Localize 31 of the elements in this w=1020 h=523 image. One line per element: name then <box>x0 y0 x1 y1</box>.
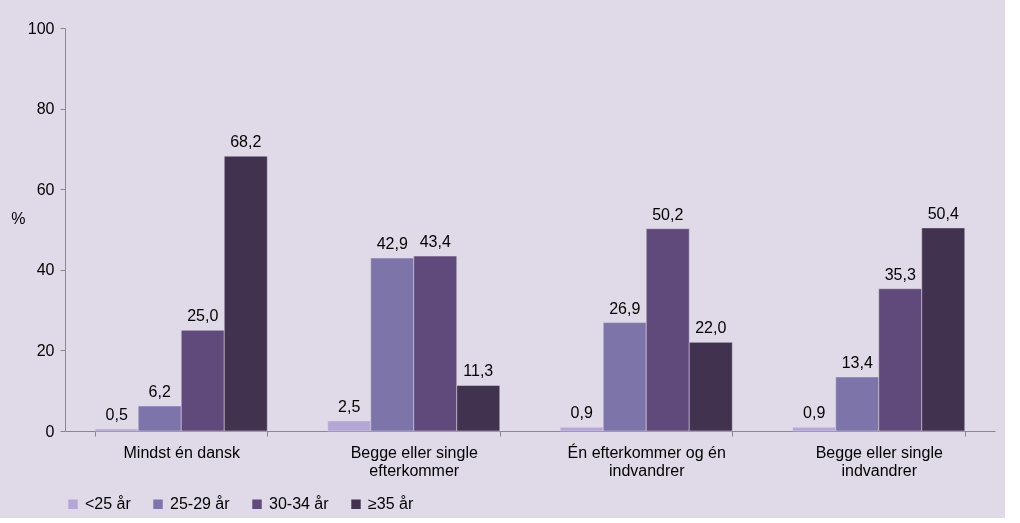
data-label: 13,4 <box>841 354 873 371</box>
legend-label: <25 år <box>85 495 132 513</box>
legend-label: 30-34 år <box>269 495 330 513</box>
y-tick-label: 0 <box>45 422 55 440</box>
x-tick-label: Mindst én dansk <box>123 443 241 461</box>
legend-label: ≥35 år <box>368 495 414 513</box>
data-label: 50,4 <box>927 204 959 222</box>
data-label: 0,9 <box>803 404 826 422</box>
data-label: 0,9 <box>570 404 593 422</box>
y-axis-title: % <box>11 209 26 227</box>
y-tick-label: 60 <box>36 180 55 198</box>
data-label: 50,2 <box>652 205 684 223</box>
data-label: 35,3 <box>884 265 916 283</box>
data-label: 0,5 <box>105 405 128 423</box>
data-label: 25,0 <box>187 307 219 325</box>
data-label: 22,0 <box>695 319 727 337</box>
data-label: 42,9 <box>376 235 408 253</box>
y-tick-label: 100 <box>27 19 55 37</box>
y-tick-label: 40 <box>36 261 55 279</box>
data-label: 2,5 <box>338 397 361 415</box>
x-tick-label: Én efterkommer og én indvandrer <box>567 442 726 479</box>
data-label: 6,2 <box>148 383 171 401</box>
legend-label: 25-29 år <box>170 495 231 513</box>
data-label: 68,2 <box>230 133 262 151</box>
data-label: 26,9 <box>609 299 641 317</box>
data-label: 11,3 <box>463 362 494 380</box>
y-tick-label: 80 <box>36 100 55 118</box>
data-label: 43,4 <box>419 233 451 251</box>
x-tick-label: Begge eller single efterkommer <box>350 443 478 479</box>
y-tick-label: 20 <box>36 341 55 359</box>
x-tick-label: Begge eller single indvandrer <box>815 443 943 479</box>
